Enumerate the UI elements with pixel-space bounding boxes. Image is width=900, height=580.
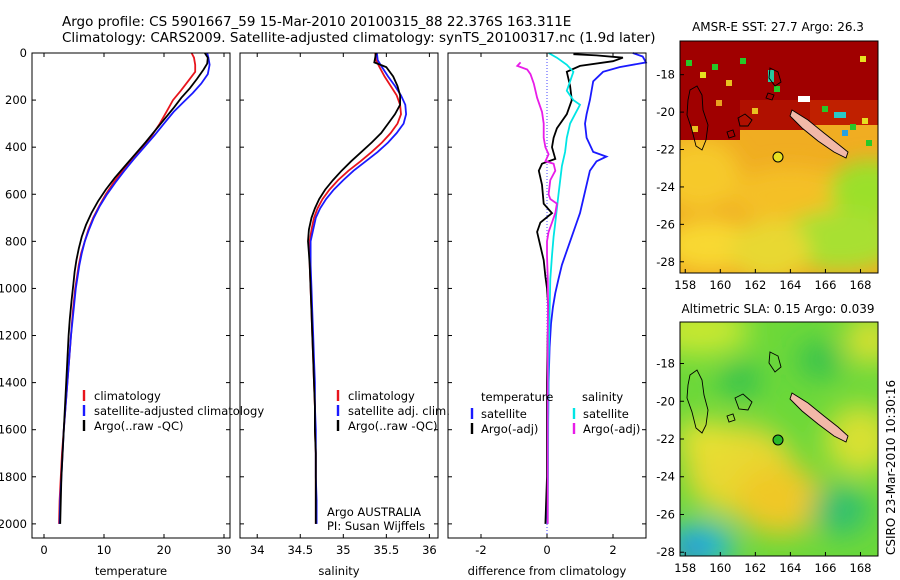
depth-tick-label: 1200	[0, 329, 27, 343]
diff-legend-group-title: temperature	[481, 390, 553, 404]
map-longitude-label: 158	[674, 278, 696, 292]
map-latitude-label: -22	[656, 432, 675, 446]
map-longitude-label: 162	[744, 278, 766, 292]
salinity-legend-label: climatology	[348, 389, 415, 403]
map-latitude-label: -26	[656, 217, 675, 231]
temperature-profile-panel: 0 10 20 30 0 200 400 600 800 1000 1200 1400 1600 1800…	[0, 46, 264, 578]
temperature-xtick-label: 30	[217, 543, 232, 557]
depth-tick-label: 1400	[0, 376, 27, 390]
depth-tick-label: 200	[5, 93, 27, 107]
depth-tick-label: 1000	[0, 281, 27, 295]
depth-tick-label: 0	[20, 46, 27, 60]
map-latitude-label: -20	[656, 105, 675, 119]
salinity-series-satellite-line	[309, 52, 408, 524]
salinity-xtick-label: 36	[422, 543, 437, 557]
sst-heatmap	[680, 41, 878, 273]
sla-map-panel: Altimetric SLA: 0.15 Argo: 0.039	[656, 302, 879, 575]
sst-coastlines	[686, 67, 782, 151]
salinity-profile-panel: 34 34.5 35 35.5 36 salinity climatologysatelli…	[239, 52, 450, 578]
difference-xtick-label: -2	[475, 543, 486, 557]
temperature-series-argo-line	[59, 52, 209, 524]
new-caledonia-island-sla	[789, 392, 849, 443]
sst-map-title: AMSR-E SST: 27.7 Argo: 26.3	[692, 20, 864, 34]
temperature-legend-label: Argo(..raw -QC)	[94, 419, 184, 433]
difference-series-diff_temp_satellite-line	[546, 52, 648, 524]
salinity-xtick-label: 34	[250, 543, 265, 557]
map-longitude-label: 162	[744, 561, 766, 575]
sla-coastlines	[686, 351, 782, 434]
map-longitude-label: 164	[779, 561, 801, 575]
map-longitude-label: 160	[709, 278, 731, 292]
difference-xtick-label: 2	[609, 543, 616, 557]
temperature-legend-label: climatology	[94, 389, 161, 403]
map-latitude-label: -18	[656, 68, 675, 82]
salinity-xtick-label: 35	[336, 543, 351, 557]
map-longitude-label: 158	[674, 561, 696, 575]
sst-argo-location-marker	[772, 151, 784, 163]
map-latitude-label: -18	[656, 357, 675, 371]
depth-tick-label: 800	[5, 234, 27, 248]
salinity-legend-label: Argo(..raw -QC)	[348, 419, 438, 433]
map-latitude-label: -24	[656, 470, 675, 484]
sla-argo-location-marker	[772, 434, 784, 446]
sst-map-panel: AMSR-E SST: 27.7 Argo: 26.3	[656, 20, 879, 292]
float-annotation: PI: Susan Wijffels	[327, 519, 425, 533]
map-latitude-label: -20	[656, 394, 675, 408]
temperature-series-satellite-line	[58, 52, 211, 524]
depth-tick-label: 1600	[0, 423, 27, 437]
difference-xtick-label: 0	[543, 543, 550, 557]
salinity-xtick-label: 34.5	[287, 543, 313, 557]
sla-map-title: Altimetric SLA: 0.15 Argo: 0.039	[681, 302, 874, 316]
salinity-xtick-label: 35.5	[374, 543, 400, 557]
difference-series-diff_sal_satellite-line	[546, 52, 582, 524]
salinity-axes-frame	[239, 52, 439, 539]
sst-warm-region	[680, 41, 878, 146]
difference-x-axis-label: difference from climatology	[468, 564, 627, 578]
sla-heatmap	[680, 322, 878, 556]
temperature-xtick-label: 0	[40, 543, 47, 557]
map-longitude-label: 166	[814, 278, 836, 292]
map-latitude-label: -28	[656, 545, 675, 559]
side-caption: CSIRO 23-Mar-2010 10:30:16	[884, 380, 898, 555]
map-longitude-label: 168	[850, 561, 872, 575]
figure-title-line1: Argo profile: CS 5901667_59 15-Mar-2010 …	[62, 14, 571, 30]
map-longitude-label: 168	[850, 278, 872, 292]
depth-tick-label: 2000	[0, 517, 27, 531]
map-latitude-label: -26	[656, 507, 675, 521]
depth-tick-label: 1800	[0, 470, 27, 484]
temperature-xtick-label: 20	[157, 543, 172, 557]
temperature-axes-frame	[31, 52, 231, 539]
temperature-xtick-label: 10	[97, 543, 112, 557]
depth-tick-label: 600	[5, 187, 27, 201]
salinity-legend-label: satellite adj. clim.	[348, 404, 450, 418]
diff-legend-group-title: salinity	[582, 390, 623, 404]
diff-legend-label: satellite	[583, 407, 629, 421]
difference-series-diff_sal_argo-line	[515, 61, 558, 524]
map-latitude-label: -28	[656, 255, 675, 269]
map-longitude-label: 166	[814, 561, 836, 575]
figure-title-line2: Climatology: CARS2009. Satellite-adjuste…	[62, 30, 655, 46]
new-caledonia-island	[789, 109, 849, 159]
float-annotation: Argo AUSTRALIA	[327, 505, 421, 519]
diff-legend-label: satellite	[481, 407, 527, 421]
salinity-series-argo-line	[307, 52, 402, 524]
diff-legend-label: Argo(-adj)	[583, 422, 640, 436]
map-longitude-label: 160	[709, 561, 731, 575]
temperature-x-axis-label: temperature	[95, 564, 167, 578]
temperature-legend-label: satellite-adjusted climatology	[94, 404, 264, 418]
map-longitude-label: 164	[779, 278, 801, 292]
depth-tick-label: 400	[5, 140, 27, 154]
map-latitude-label: -22	[656, 143, 675, 157]
map-latitude-label: -24	[656, 180, 675, 194]
temperature-series-climatology-line	[58, 52, 197, 524]
diff-legend-label: Argo(-adj)	[481, 422, 538, 436]
difference-profile-panel: -2 0 2 difference from climatology temperatu…	[447, 52, 648, 578]
salinity-x-axis-label: salinity	[318, 564, 359, 578]
